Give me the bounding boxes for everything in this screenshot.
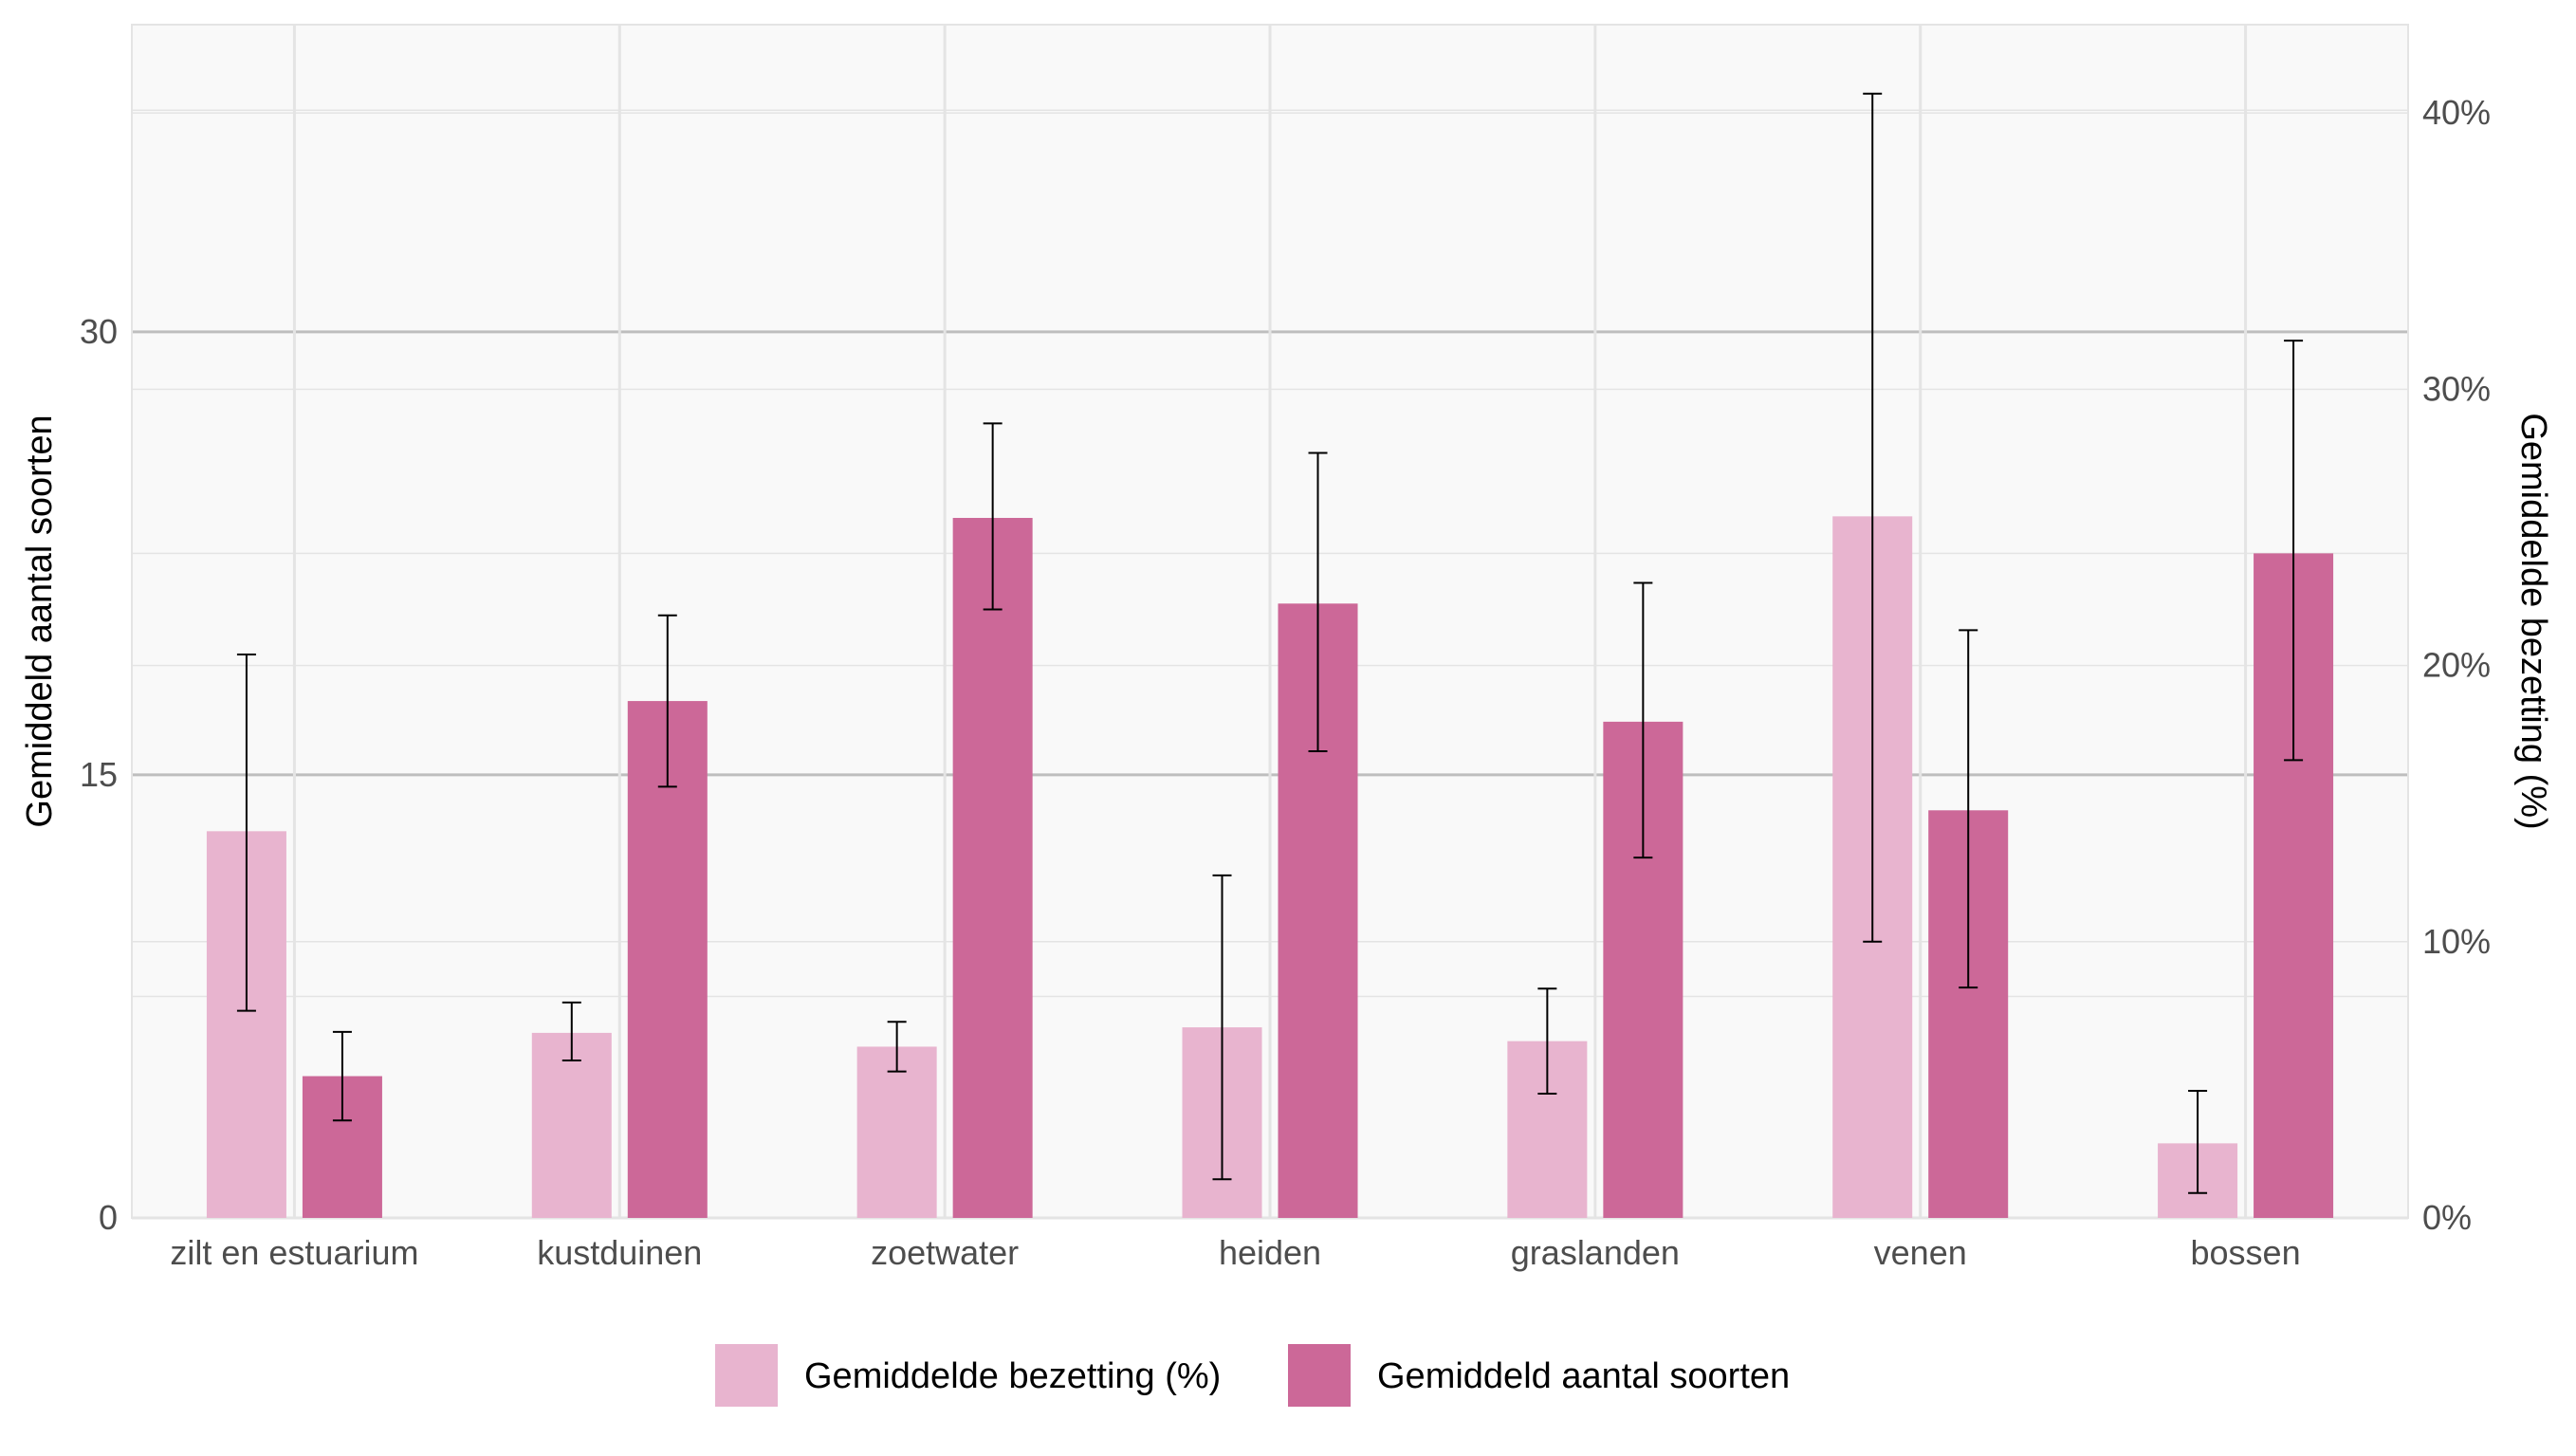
- error-bar: [887, 1021, 907, 1073]
- y-tick-label-right: 30%: [2422, 369, 2491, 408]
- x-tick-label: zoetwater: [871, 1233, 1019, 1272]
- left-axis-ticks: 0 15 30: [80, 312, 118, 1237]
- bar-bezetting: [856, 1046, 937, 1218]
- y-axis-title-left: Gemiddeld aantal soorten: [20, 415, 60, 827]
- error-bar: [1212, 874, 1232, 1181]
- error-bar: [1863, 92, 1883, 943]
- x-tick-label: venen: [1874, 1233, 1967, 1272]
- y-axis-title-right: Gemiddelde bezetting (%): [2513, 413, 2553, 829]
- y-tick-label-left: 0: [99, 1198, 118, 1237]
- legend-label-soorten: Gemiddeld aantal soorten: [1377, 1356, 1790, 1396]
- category-axis-ticks: zilt en estuarium kustduinen zoetwater heid…: [170, 1233, 2300, 1272]
- error-bar: [2284, 340, 2304, 762]
- error-bar: [1959, 629, 1978, 989]
- error-bar: [332, 1030, 352, 1122]
- error-bar: [657, 614, 677, 788]
- x-tick-label: heiden: [1219, 1233, 1321, 1272]
- x-tick-label: kustduinen: [537, 1233, 702, 1272]
- bar-bezetting: [531, 1032, 612, 1218]
- legend-label-bezetting: Gemiddelde bezetting (%): [804, 1356, 1221, 1396]
- y-tick-label-left: 30: [80, 312, 118, 351]
- legend-swatch-soorten: [1288, 1344, 1351, 1407]
- error-bar: [236, 653, 256, 1012]
- x-tick-label: bossen: [2191, 1233, 2301, 1272]
- right-axis-ticks: 0% 10% 20% 30% 40%: [2422, 93, 2491, 1237]
- error-bar: [561, 1001, 581, 1062]
- error-bar: [1633, 581, 1653, 859]
- bar-soorten: [952, 518, 1033, 1218]
- error-bar: [1537, 987, 1557, 1095]
- legend-swatch-bezetting: [715, 1344, 778, 1407]
- x-tick-label: graslanden: [1511, 1233, 1680, 1272]
- y-tick-label-right: 40%: [2422, 93, 2491, 132]
- y-tick-label-right: 0%: [2422, 1198, 2472, 1237]
- panel-border: [131, 24, 2409, 1219]
- grid-lines: [131, 24, 2409, 1220]
- y-tick-label-left: 15: [80, 755, 118, 794]
- y-tick-label-right: 20%: [2422, 646, 2491, 685]
- error-bars: [236, 92, 2304, 1194]
- y-tick-label-right: 10%: [2422, 922, 2491, 961]
- error-bar: [2188, 1090, 2208, 1194]
- legend: Gemiddelde bezetting (%) Gemiddeld aanta…: [715, 1344, 1790, 1407]
- x-tick-label: zilt en estuarium: [170, 1233, 418, 1272]
- error-bar: [983, 422, 1003, 611]
- error-bar: [1308, 452, 1328, 753]
